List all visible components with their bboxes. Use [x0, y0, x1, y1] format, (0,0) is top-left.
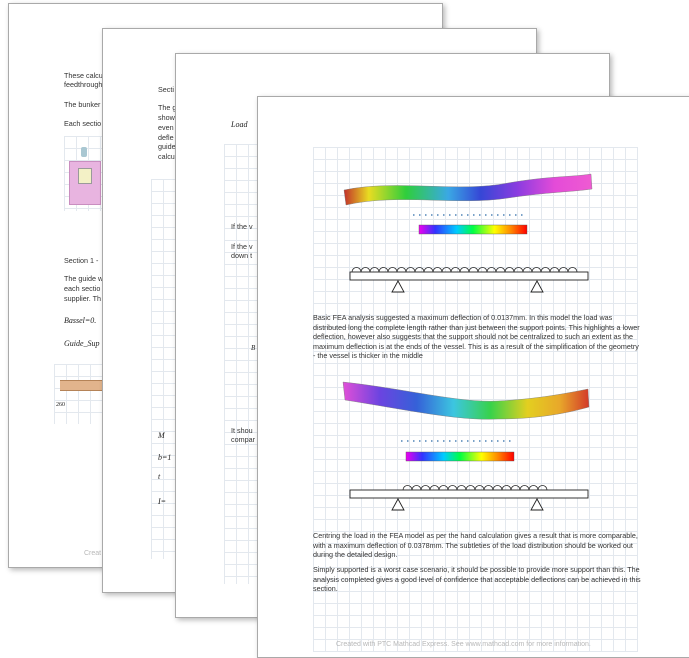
- page3-text-line: It shou: [231, 426, 253, 435]
- page1-figure-area: [64, 136, 104, 211]
- vessel-model-image: [69, 161, 101, 205]
- page2-text-line: Secti: [158, 85, 174, 94]
- page1-math-guide-support: Guide_Sup: [64, 339, 100, 348]
- page3-text-line: If the v: [231, 222, 253, 231]
- page3-grid-area: [224, 144, 258, 584]
- dimension-label: 260: [56, 402, 65, 408]
- fea-color-legend: [405, 451, 515, 462]
- page2-math-moment: M: [158, 431, 165, 440]
- load-diagram-2: [349, 485, 589, 511]
- page1-text-line: These calcu: [64, 71, 103, 80]
- page2-text-line: defle: [158, 133, 174, 142]
- load-diagram-1: [349, 267, 589, 293]
- page1-text-line: each sectio: [64, 284, 101, 293]
- page1-text-line: feedthrough: [64, 80, 103, 89]
- page1-section-heading: Section 1 -: [64, 256, 99, 265]
- fea-deformed-vessel: [343, 173, 593, 206]
- fea-summary-paragraph-2: Centring the load in the FEA model as pe…: [313, 531, 638, 560]
- page3-text-line: down t: [231, 251, 253, 260]
- page2-math-t: t: [158, 472, 161, 481]
- page2-text-line: The g: [158, 103, 177, 112]
- page3-text-line: If the v: [231, 242, 253, 251]
- page1-footer: Creat: [84, 550, 102, 557]
- page2-math-b: b=1: [158, 453, 172, 462]
- fea-summary-paragraph-1: Basic FEA analysis suggested a maximum d…: [313, 313, 640, 361]
- page4-footer: Created with PTC Mathcad Express. See ww…: [336, 641, 591, 648]
- page3-math-b: B: [251, 344, 256, 352]
- fea-result-2: [342, 381, 590, 511]
- page3-text-line: compar: [231, 435, 255, 444]
- page1-drawing-area: 260: [54, 364, 104, 424]
- page2-grid-area: [151, 179, 179, 559]
- fea-deformed-vessel: [342, 381, 590, 420]
- page1-math-bassel: Bassel=0.: [64, 316, 97, 325]
- page1-text-line: supplier. Th: [64, 294, 102, 303]
- fea-color-legend: [418, 224, 528, 235]
- fea-result-1: [343, 173, 593, 293]
- fea-conclusion-paragraph: Simply supported is a worst case scenari…: [313, 565, 641, 594]
- guide-support-bar: [60, 380, 104, 391]
- page1-text-line: Each sectio: [64, 119, 102, 128]
- page2-text-line: calcu: [158, 152, 175, 161]
- page2-text-line: guide: [158, 142, 176, 151]
- page3-math-load: Load: [231, 120, 248, 129]
- page1-text-line: The bunker: [64, 100, 101, 109]
- page2-text-line: even: [158, 123, 174, 132]
- page2-math-i: I=: [158, 497, 167, 506]
- document-page-4: Basic FEA analysis suggested a maximum d…: [257, 96, 689, 658]
- page1-text-line: The guide w: [64, 274, 104, 283]
- page2-text-line: show: [158, 113, 175, 122]
